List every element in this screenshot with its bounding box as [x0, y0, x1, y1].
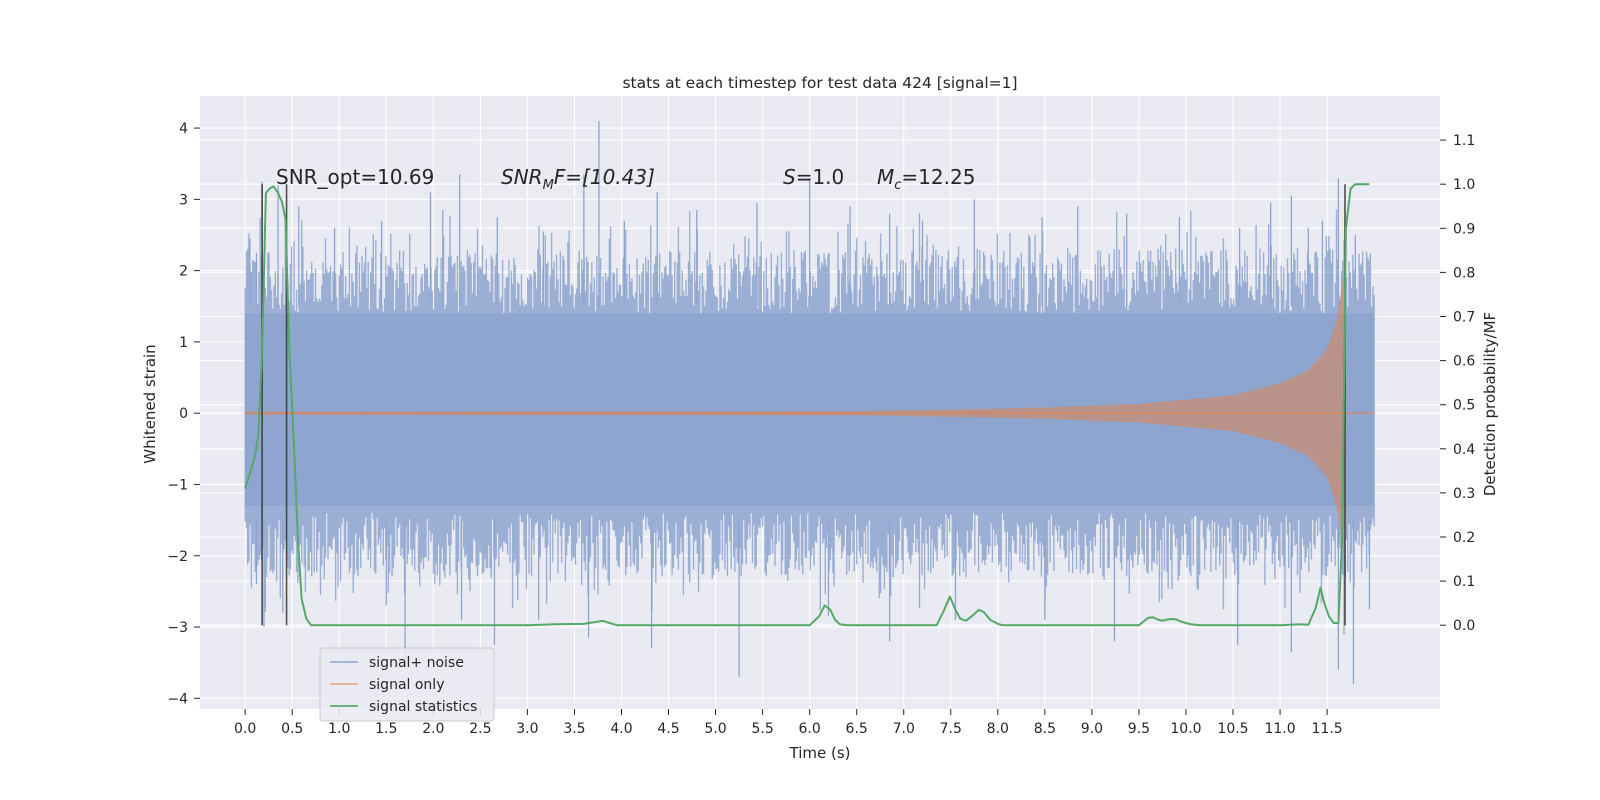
y-tick-label: −2	[167, 549, 188, 565]
annotation-snr-mf-rest: F=[10.43]	[554, 165, 655, 189]
y2-tick-label: 0.1	[1453, 574, 1475, 590]
x-tick-label: 9.0	[1081, 721, 1103, 737]
x-tick-label: 6.0	[799, 721, 821, 737]
legend-label-signal-statistics: signal statistics	[369, 699, 477, 715]
x-tick-label: 2.0	[422, 721, 444, 737]
y2-axis-label: Detection probability/MF	[1481, 312, 1499, 496]
series-signal-statistics	[244, 183, 1370, 627]
x-tick-label: 4.5	[657, 721, 679, 737]
x-tick-label: 6.5	[846, 721, 868, 737]
chart-title: stats at each timestep for test data 424…	[622, 74, 1017, 92]
x-tick-label: 1.0	[328, 721, 350, 737]
legend: signal+ noise signal only signal statist…	[319, 647, 495, 722]
y-tick-label: 1	[179, 335, 188, 351]
x-tick-label: 5.0	[704, 721, 726, 737]
y2-tick-label: 0.2	[1453, 530, 1475, 546]
x-tick-label: 11.0	[1264, 721, 1295, 737]
annotation-mc: Mc=12.25	[877, 165, 975, 193]
x-tick-label: 10.5	[1217, 721, 1248, 737]
statistics-line	[244, 183, 1370, 627]
y-tick-label: 3	[179, 192, 188, 208]
annotation-s: S=1.0	[783, 165, 844, 189]
y-axis-ticks: 4 3 2 1 0 −1 −2 −3 −4	[167, 121, 200, 707]
y2-tick-label: 0.5	[1453, 398, 1475, 414]
x-tick-label: 0.5	[281, 721, 303, 737]
annotation-snr-mf-sub: M	[543, 178, 554, 193]
x-tick-label: 5.5	[751, 721, 773, 737]
y2-tick-label: 0.9	[1453, 221, 1475, 237]
annotation-snr-opt: SNR_opt=10.69	[276, 165, 434, 189]
y2-tick-label: 0.6	[1453, 354, 1475, 370]
x-tick-label: 10.0	[1170, 721, 1201, 737]
x-tick-label: 11.5	[1312, 721, 1343, 737]
annotation-mc-base: M	[877, 165, 894, 189]
annotation-mc-sub: c	[894, 178, 901, 193]
annotation-snr-mf: SNRMF=[10.43]	[501, 165, 655, 193]
x-tick-label: 7.0	[893, 721, 915, 737]
x-tick-label: 3.5	[563, 721, 585, 737]
annotation-snr-mf-base: SNR	[501, 165, 543, 189]
legend-label-signal-noise: signal+ noise	[369, 655, 464, 671]
x-tick-label: 1.5	[375, 721, 397, 737]
x-axis-label: Time (s)	[789, 744, 851, 762]
x-tick-label: 0.0	[234, 721, 256, 737]
x-tick-label: 3.0	[516, 721, 538, 737]
y-tick-label: −1	[167, 477, 188, 493]
y-axis-label: Whitened strain	[141, 344, 159, 463]
x-tick-label: 9.5	[1128, 721, 1150, 737]
y2-tick-label: 0.7	[1453, 310, 1475, 326]
annotation-mc-rest: =12.25	[901, 165, 975, 189]
y-tick-label: 0	[179, 406, 188, 422]
x-axis-ticks: 0.0 0.5 1.0 1.5 2.0 2.5 3.0 3.5 4.0 4.5 5.0 5.5 6.0 6…	[234, 709, 1343, 737]
y2-tick-label: 1.0	[1453, 177, 1475, 193]
y2-tick-label: 0.4	[1453, 442, 1475, 458]
x-tick-label: 7.5	[940, 721, 962, 737]
annotation-s-base: S	[783, 165, 796, 189]
y-tick-label: −3	[167, 620, 188, 636]
annotation-s-rest: =1.0	[796, 165, 845, 189]
series-signal-only	[245, 270, 1375, 556]
x-tick-label: 4.0	[610, 721, 632, 737]
x-tick-label: 8.5	[1034, 721, 1056, 737]
y2-tick-label: 1.1	[1453, 133, 1475, 149]
y2-tick-label: 0.3	[1453, 486, 1475, 502]
y-tick-label: 2	[179, 264, 188, 280]
legend-box	[319, 647, 495, 722]
y-tick-label: 4	[179, 121, 188, 137]
y2-tick-label: 0.0	[1453, 618, 1475, 634]
y2-axis-ticks: 1.1 1.0 0.9 0.8 0.7 0.6 0.5 0.4 0.3 0.2 0.1 0.0	[1440, 133, 1475, 634]
x-tick-label: 8.0	[987, 721, 1009, 737]
x-tick-label: 2.5	[469, 721, 491, 737]
y-tick-label: −4	[167, 691, 188, 707]
legend-label-signal-only: signal only	[369, 677, 444, 693]
y2-tick-label: 0.8	[1453, 265, 1475, 281]
